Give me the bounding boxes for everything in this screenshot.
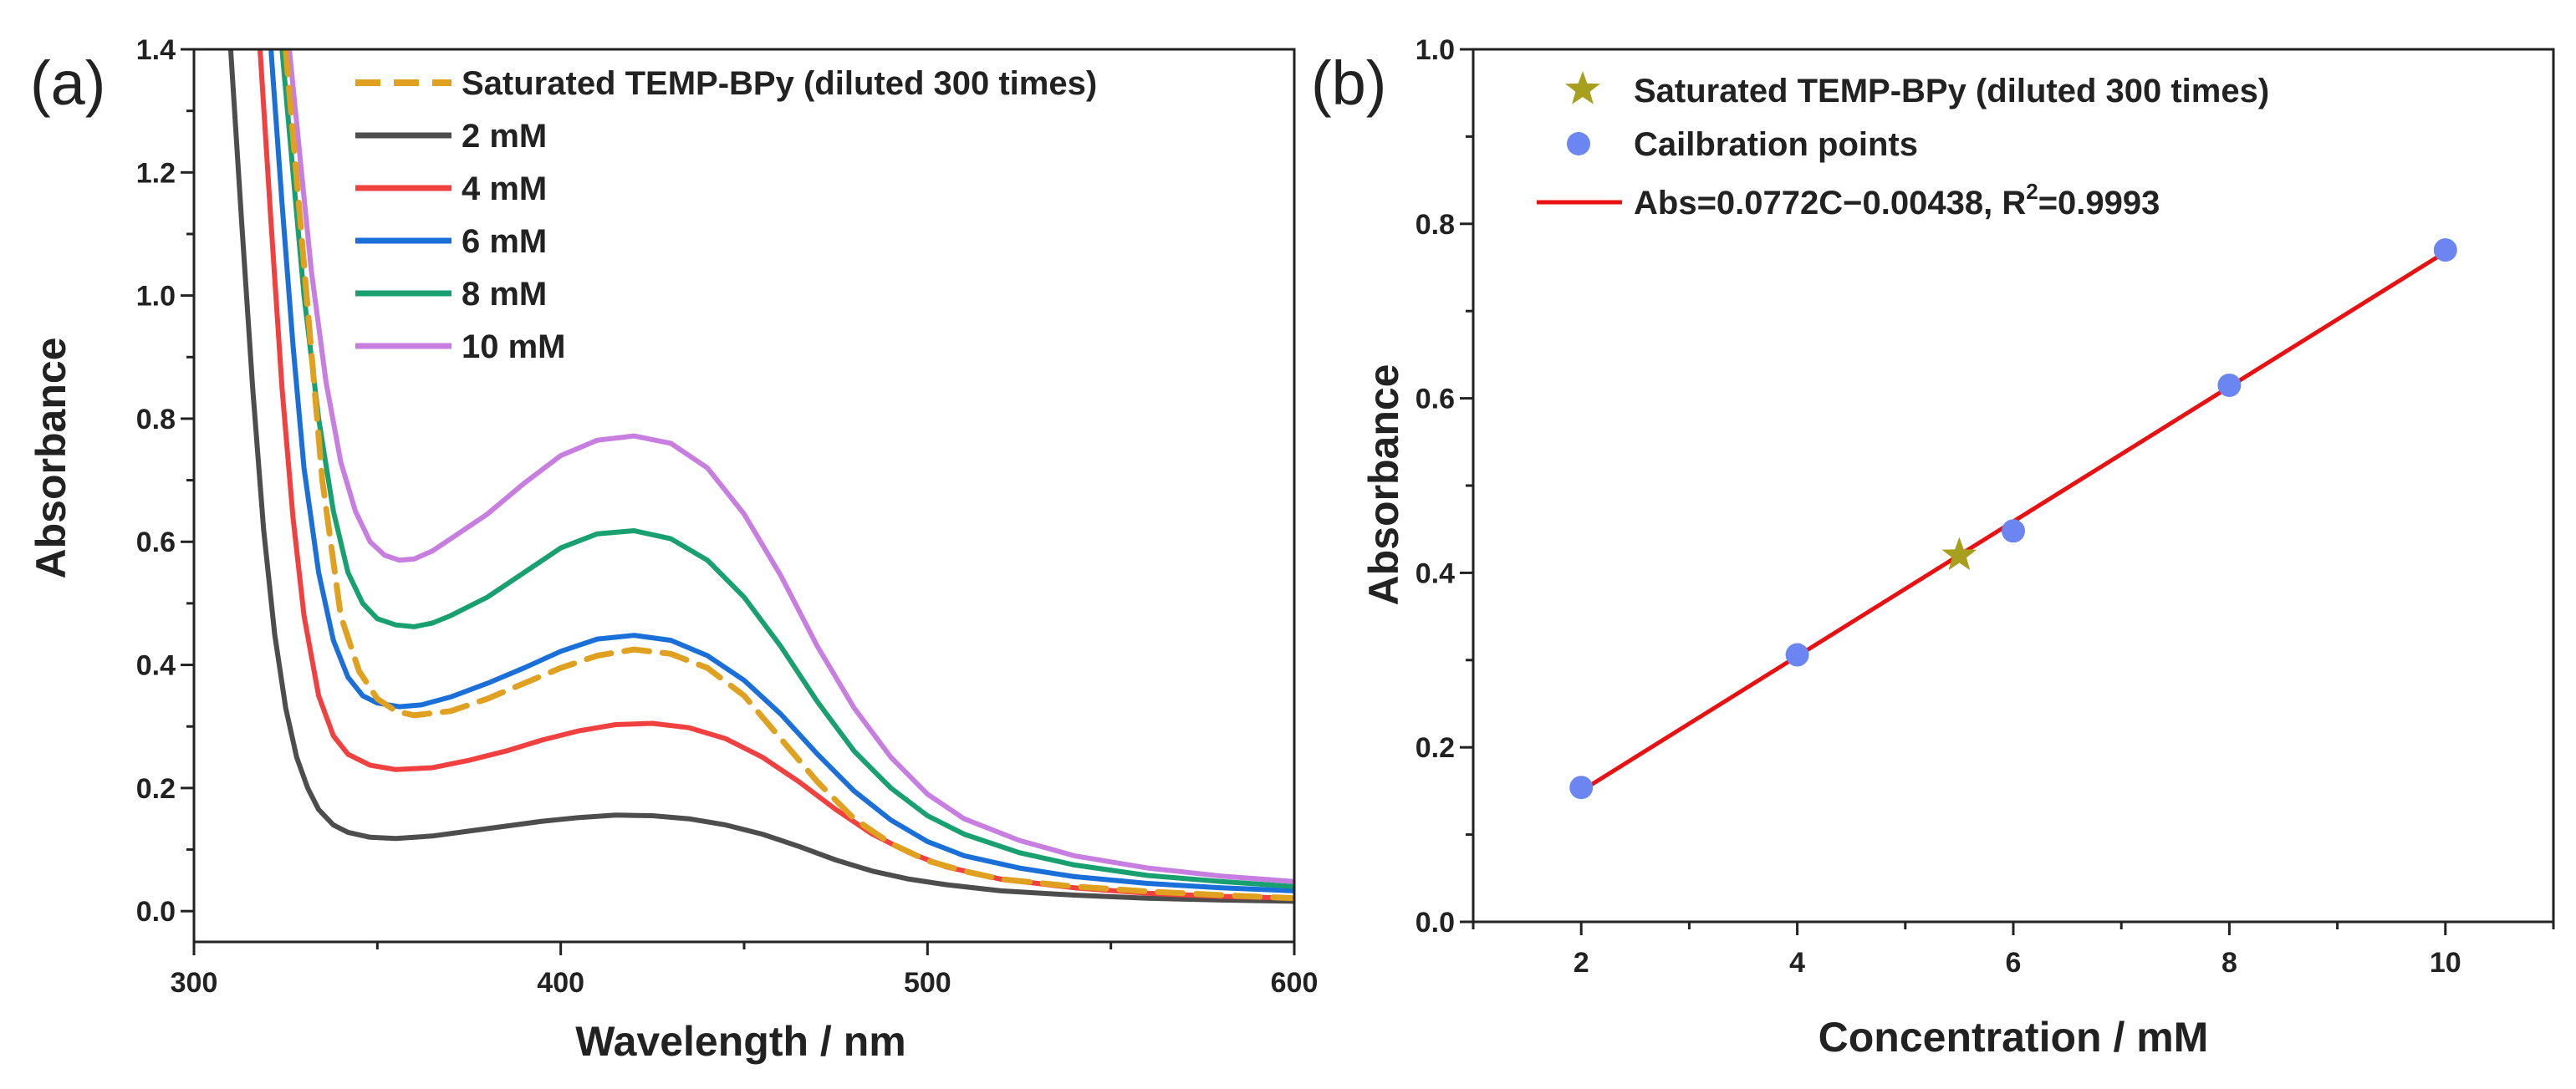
- sample-star-point-0: [1941, 537, 1977, 571]
- legend-circle-marker: [1567, 132, 1590, 155]
- x-tick-label-3: 8: [2221, 947, 2237, 979]
- panel-a-label: (a): [30, 48, 105, 118]
- y-tick-label-7: 1.4: [136, 34, 176, 66]
- legend-label-3: 6 mM: [462, 223, 547, 260]
- panel-a-plot-area: 300 400 500 600 0.0 0.2 0.4 0.6 0.8 1.0 1.2 1.4: [136, 34, 1319, 999]
- y-tick-label-3: 0.6: [1416, 384, 1455, 415]
- y-tick-label-5: 1.0: [136, 281, 176, 313]
- panel-a-series-group: [227, 49, 1294, 904]
- fit-label-superscript: 2: [2026, 179, 2038, 204]
- legend-label-2: 4 mM: [462, 170, 547, 207]
- legend-label-star: Saturated TEMP-BPy (diluted 300 times): [1634, 73, 2269, 109]
- calibration-point-1: [1785, 643, 1809, 667]
- y-tick-label-4: 0.8: [1416, 209, 1455, 241]
- series-line-3: [268, 49, 1294, 893]
- x-tick-label-4: 10: [2430, 947, 2461, 979]
- y-tick-label-0: 0.0: [1416, 907, 1455, 939]
- panel-b-plot-area: 2 4 6 8 10 0.0 0.2 0.4 0.6 0.8 1.0: [1416, 34, 2555, 979]
- legend-star-marker: [1565, 71, 1600, 104]
- panel-a-x-axis-label: Wavelength / nm: [575, 1018, 905, 1065]
- legend-label-fit: Abs=0.0772C−0.00438, R2=0.9993: [1634, 179, 2160, 221]
- x-tick-label-0: 2: [1574, 947, 1589, 979]
- y-tick-label-4: 0.8: [136, 404, 176, 435]
- panel-b-label: (b): [1311, 48, 1386, 118]
- y-tick-label-5: 1.0: [1416, 34, 1455, 66]
- x-tick-label-2: 500: [904, 967, 951, 999]
- panel-a-y-axis-label: Absorbance: [28, 338, 74, 579]
- legend-label-4: 8 mM: [462, 276, 547, 313]
- panel-b-x-axis-label: Concentration / mM: [1819, 1014, 2209, 1061]
- series-line-0: [283, 49, 1294, 902]
- legend-label-1: 2 mM: [462, 118, 547, 155]
- x-tick-label-1: 4: [1789, 947, 1805, 979]
- series-line-4: [279, 49, 1294, 889]
- legend-label-0: Saturated TEMP-BPy (diluted 300 times): [462, 65, 1097, 102]
- y-tick-label-2: 0.4: [1416, 557, 1455, 589]
- y-tick-label-1: 0.2: [136, 773, 176, 805]
- calibration-point-0: [1569, 776, 1594, 800]
- x-tick-label-3: 600: [1271, 967, 1319, 999]
- calibration-point-3: [2217, 373, 2242, 397]
- y-tick-label-6: 1.2: [136, 157, 176, 189]
- fit-label-tail: =0.9993: [2038, 185, 2160, 221]
- panel-b-legend: Saturated TEMP-BPy (diluted 300 times) Ca…: [1537, 71, 2269, 221]
- x-tick-label-2: 6: [2006, 947, 2022, 979]
- fit-label-main: Abs=0.0772C−0.00438, R: [1634, 185, 2026, 221]
- panel-b: (b) 2 4 6 8 10 0.0 0.2 0.4 0.6 0.8 1.0 Saturated T…: [1311, 34, 2555, 1061]
- y-tick-label-3: 0.6: [136, 527, 176, 558]
- series-line-5: [287, 49, 1294, 884]
- y-tick-label-0: 0.0: [136, 896, 176, 928]
- panel-a: (a) 300 400 500 600 0.0 0.2 0.4 0.6 0.8 1.0 1.2 1.4…: [28, 34, 1318, 1065]
- series-line-1: [227, 49, 1294, 904]
- x-tick-label-0: 300: [171, 967, 218, 999]
- x-tick-label-1: 400: [537, 967, 584, 999]
- legend-label-5: 10 mM: [462, 328, 566, 365]
- y-tick-label-2: 0.4: [136, 650, 176, 682]
- series-line-2: [258, 49, 1294, 901]
- legend-label-calibration: Cailbration points: [1634, 126, 1918, 163]
- panel-b-y-axis-label: Absorbance: [1360, 364, 1407, 606]
- panel-b-axes-frame: [1472, 48, 2555, 924]
- calibration-point-4: [2433, 238, 2457, 262]
- panel-a-legend: Saturated TEMP-BPy (diluted 300 times) 2 …: [355, 65, 1097, 365]
- calibration-point-2: [2002, 519, 2025, 543]
- y-tick-label-1: 0.2: [1416, 732, 1455, 764]
- panel-a-axes-frame: [192, 48, 1296, 944]
